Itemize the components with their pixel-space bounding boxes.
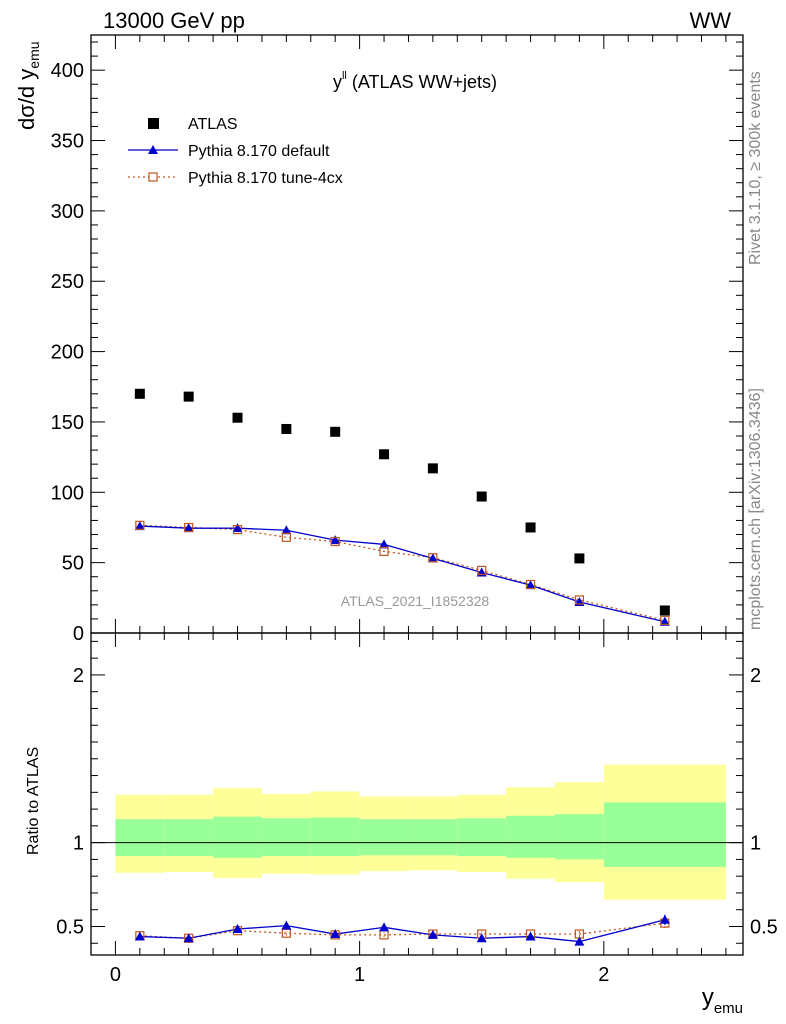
band-inner: [408, 819, 458, 856]
ratio-point-default: [525, 931, 536, 941]
y-tick-label: 50: [62, 553, 84, 575]
atlas-point: [379, 449, 390, 460]
legend-label-tune: Pythia 8.170 tune-4cx: [188, 170, 343, 187]
ratio-y-tick-label-right: 0.5: [750, 916, 778, 938]
ratio-point-default: [476, 933, 487, 943]
legend-label-default: Pythia 8.170 default: [188, 143, 330, 160]
tune-point: [379, 546, 389, 556]
ratio-y-tick-label: 0.5: [56, 916, 84, 938]
default-point: [134, 521, 145, 531]
y-tick-label: 100: [51, 482, 84, 504]
band-inner: [310, 817, 360, 857]
default-point: [281, 525, 292, 535]
tune-point: [525, 579, 536, 590]
tune-point: [660, 615, 670, 625]
main-ylabel: dσ/d yemu: [14, 41, 42, 130]
default-point: [232, 523, 243, 533]
x-tick-label: 2: [598, 964, 609, 986]
tune-point: [232, 524, 243, 535]
ratio-point-default: [232, 924, 243, 934]
ratio-y-tick-label-right: 2: [750, 665, 761, 687]
ratio-point-default: [574, 936, 585, 946]
ratio-y-tick-label: 1: [73, 833, 84, 855]
rivet-label: Rivet 3.1.10, ≥ 300k events: [747, 71, 764, 265]
y-tick-label: 0: [73, 623, 84, 645]
tune-point: [135, 520, 145, 530]
band-inner: [164, 819, 214, 857]
tune-point: [477, 565, 487, 575]
atlas-point: [476, 491, 487, 502]
ratio-point-default: [281, 920, 292, 930]
tune-point: [428, 553, 438, 563]
band-inner: [261, 818, 311, 857]
x-tick-label: 1: [354, 964, 365, 986]
ratio-point-default: [330, 929, 341, 939]
legend-marker-default: [148, 145, 158, 154]
atlas-point: [574, 553, 585, 564]
default-point: [659, 616, 670, 626]
watermark: ATLAS_2021_I1852328: [341, 593, 490, 609]
band-inner: [554, 814, 604, 860]
band-inner: [115, 819, 165, 857]
y-tick-label: 250: [51, 271, 84, 293]
band-inner: [213, 816, 262, 858]
y-tick-label: 350: [51, 131, 84, 153]
ratio-point-default: [659, 914, 670, 924]
series-line-tune: [139, 524, 666, 621]
atlas-point: [659, 605, 670, 616]
default-point: [525, 580, 536, 590]
ratio-y-tick-label-right: 1: [750, 833, 761, 855]
ratio-panel: 0.5 0.5 1 1 2 2 0 1 2 Ratio to ATLAS yemu: [25, 632, 778, 1017]
band-inner: [506, 815, 555, 858]
default-point: [330, 535, 341, 545]
ratio-frame: [90, 632, 744, 956]
legend-label-atlas: ATLAS: [188, 116, 238, 133]
main-panel: 0 50 100 150 200 250 300 350 400 yll (ATLAS WW+j…: [14, 34, 744, 645]
default-point: [183, 523, 194, 533]
atlas-point: [330, 426, 341, 437]
tune-point: [574, 595, 584, 605]
band-inner: [359, 819, 409, 856]
header-right: WW: [689, 8, 731, 33]
main-title: yll (ATLAS WW+jets): [333, 70, 497, 92]
ratio-point-tune: [379, 930, 389, 940]
atlas-point: [134, 388, 145, 399]
atlas-point: [232, 412, 243, 423]
default-point: [427, 553, 438, 563]
tune-point: [184, 522, 194, 533]
legend-marker-atlas: [148, 118, 159, 129]
default-point: [379, 539, 390, 549]
ratio-point-default: [134, 931, 145, 941]
y-tick-label: 300: [51, 201, 84, 223]
ratio-y-tick-label: 2: [73, 665, 84, 687]
ratio-line-tune: [139, 922, 665, 939]
legend-marker-tune: [148, 172, 158, 182]
mcplots-label: mcplots.cern.ch [arXiv:1306.3436]: [747, 388, 764, 630]
header-left: 13000 GeV pp: [103, 8, 245, 33]
atlas-point: [427, 463, 438, 474]
ratio-line-default: [139, 919, 666, 943]
band-inner: [457, 818, 507, 857]
atlas-point: [183, 391, 194, 402]
y-tick-label: 200: [51, 342, 84, 364]
tune-point: [330, 536, 340, 547]
legend: ATLAS Pythia 8.170 default Pythia 8.170 tu…: [128, 116, 343, 187]
ratio-xlabel: yemu: [702, 984, 743, 1017]
tune-point: [281, 532, 291, 542]
atlas-point: [281, 423, 292, 434]
ratio-point-default: [379, 922, 390, 932]
band-inner: [603, 802, 726, 867]
ratio-point-default: [427, 929, 438, 939]
atlas-point: [525, 522, 536, 533]
ratio-ylabel: Ratio to ATLAS: [25, 747, 42, 855]
y-tick-label: 150: [51, 412, 84, 434]
y-tick-label: 400: [51, 60, 84, 82]
ratio-point-default: [183, 933, 194, 943]
x-tick-label: 0: [110, 964, 121, 986]
